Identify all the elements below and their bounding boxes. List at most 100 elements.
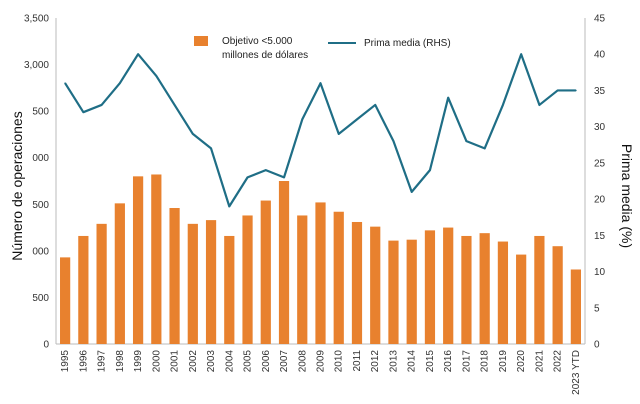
bar [497,241,509,344]
line-point [556,89,559,92]
bar [552,246,563,344]
line-point [137,53,139,56]
x-axis-labels: 1995 1996 1997 1998 1999 2000 2001 2002 2003 2004… [60,350,582,395]
x-tick-label: 2003 [206,350,217,373]
y2-tick-label: 0 [594,340,600,351]
y2-tick-label: 5 [594,303,600,314]
bar [388,240,399,344]
y2-axis-title: Prima media (%) [619,144,635,248]
y2-tick-label: 30 [594,122,606,133]
x-tick-label: 2013 [388,350,399,373]
y-tick-label: 500 [32,200,49,211]
line-point [283,176,285,179]
line-point [82,111,85,113]
bar [132,176,144,344]
legend-label-bar-line2: millones de dólares [222,50,308,61]
line-point [155,75,158,77]
line-point [538,104,541,106]
bar [406,239,417,344]
bar [333,211,344,344]
x-tick-label: 2014 [407,350,418,373]
y-tick-label: 000 [32,246,49,257]
line-point [301,118,304,121]
x-tick-label: 2007 [279,350,290,373]
bar [516,254,527,344]
line-point [520,53,522,56]
y-tick-label: 500 [32,293,49,304]
x-tick-label: 2000 [151,350,162,373]
x-tick-label: 1998 [115,350,126,373]
x-tick-label: 2022 [553,350,564,373]
x-tick-label: 2008 [297,350,308,373]
x-tick-label: 2016 [443,350,454,373]
bar [534,235,545,344]
line-point [337,133,340,135]
legend-label-line: Prima media (RHS) [364,38,451,49]
y-tick-label: 3,500 [24,14,49,25]
x-tick-label: 2015 [425,350,436,373]
line-point [64,82,66,84]
bar [370,226,381,344]
bar [479,233,490,344]
line-series [64,53,577,208]
x-tick-label: 2009 [316,350,327,373]
bar [96,223,107,344]
legend: Objetivo <5.000 millones de dólares Prim… [194,36,451,61]
bar [570,269,581,344]
bar [114,203,125,344]
x-tick-label: 1997 [97,350,108,373]
x-tick-label: 1995 [60,350,71,373]
x-tick-label: 1996 [78,350,89,373]
bar [187,223,198,344]
line-point [210,147,212,150]
line-point [465,140,468,142]
bar [297,215,308,344]
legend-label-bar-line1: Objetivo <5.000 [222,36,293,47]
x-tick-label: 2011 [352,350,363,372]
x-tick-label: 2010 [334,350,345,373]
line-point [319,82,322,84]
y2-tick-label: 40 [594,50,606,61]
y-tick-label: 0 [43,340,49,351]
y2-tick-label: 10 [594,267,606,278]
line-point [410,191,413,193]
y2-tick-label: 35 [594,86,606,97]
x-tick-label: 2004 [224,350,235,373]
bar [351,221,363,344]
bar [461,235,472,344]
x-tick-label: 2018 [480,350,491,373]
left-axis-ticks: 0 500 000 500 000 500 3,000 3,500 [24,14,49,351]
line-point [447,96,449,99]
line-point [502,104,504,106]
x-tick-label: 2001 [170,350,181,373]
bar [224,235,235,344]
bar [169,208,180,344]
legend-swatch-bar [194,36,208,46]
bar [151,174,162,344]
bar [60,257,71,344]
line-point [246,176,249,179]
bar [260,200,271,344]
line-point [119,82,121,84]
line-point [429,169,431,171]
y2-tick-label: 15 [594,231,606,242]
bar [315,202,326,344]
x-tick-label: 2006 [261,350,272,373]
x-tick-label: 2002 [188,350,199,373]
x-tick-label: 1999 [133,350,144,373]
x-tick-label: 2021 [534,350,545,373]
x-tick-label: 2005 [243,350,254,373]
x-tick-label: 2012 [370,350,381,373]
bar [424,230,436,344]
x-tick-label: 2019 [498,350,509,373]
line-point [192,133,194,135]
line-point [374,104,377,106]
y-tick-label: 500 [32,107,49,118]
bar [278,181,290,344]
y-tick-label: 3,000 [24,60,49,71]
bar [78,235,89,344]
x-tick-label: 2023 YTD [571,350,582,395]
line-point [228,205,231,208]
bar [443,227,454,344]
